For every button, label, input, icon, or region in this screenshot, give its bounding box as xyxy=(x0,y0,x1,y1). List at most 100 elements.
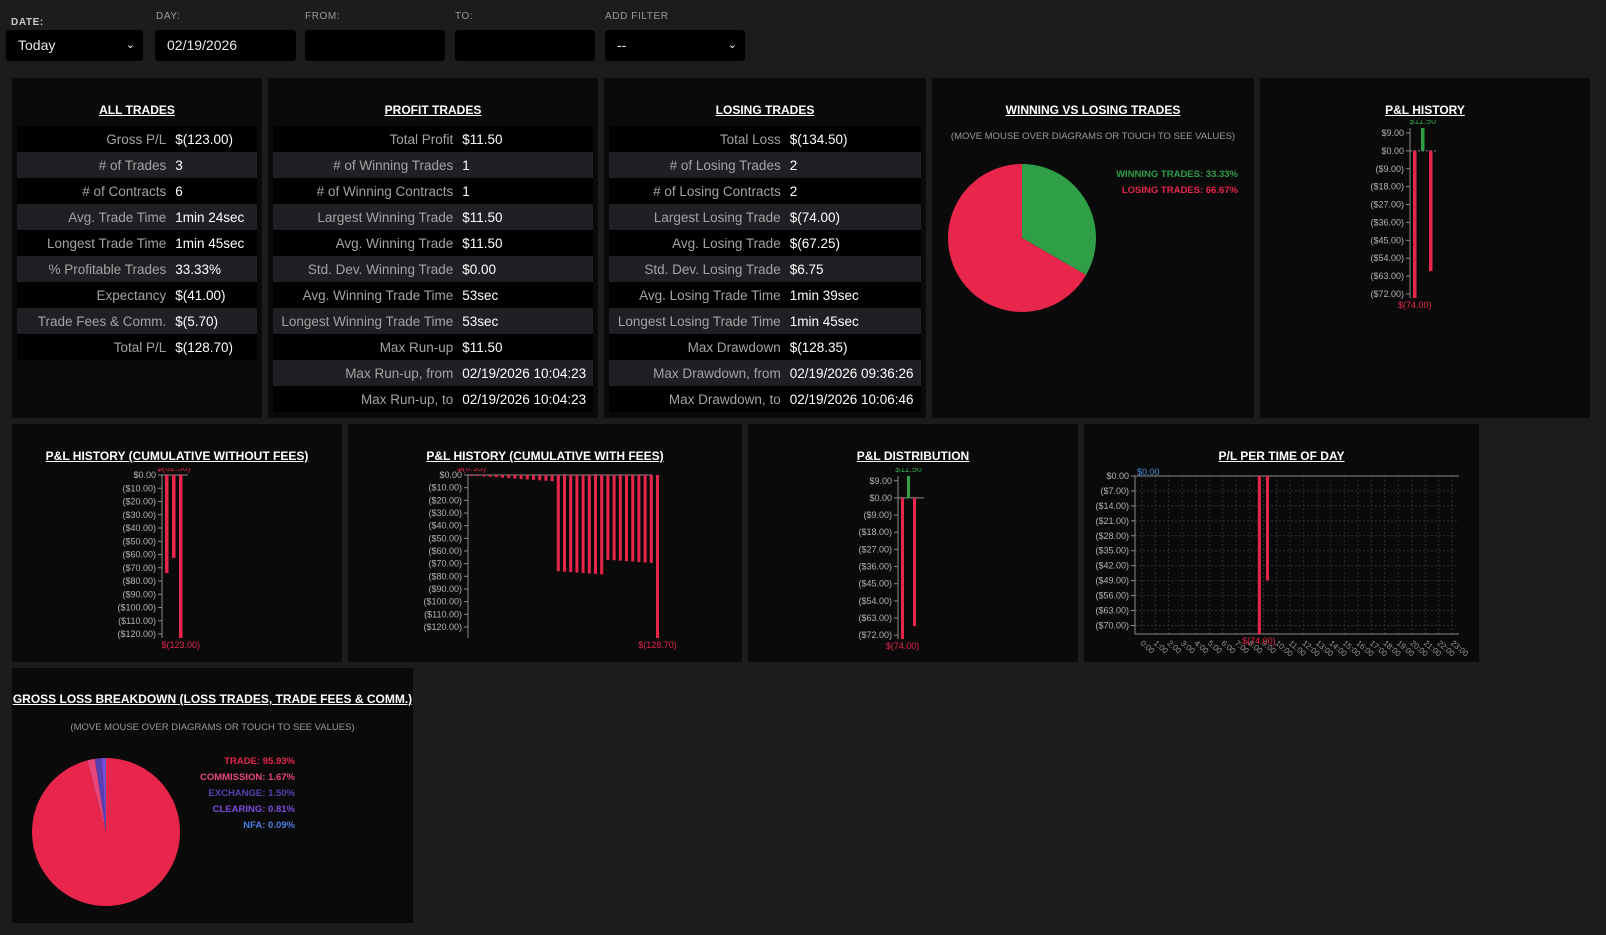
min-value-label: $(128.70) xyxy=(638,640,677,650)
x-tick-label: 4:00 xyxy=(1192,639,1210,656)
pie-slice xyxy=(1022,164,1096,275)
bar xyxy=(587,475,591,574)
from-input[interactable] xyxy=(305,30,445,61)
stat-row: # of Trades 3 xyxy=(17,152,257,178)
stat-label: Longest Winning Trade Time xyxy=(273,308,460,334)
add-filter-select[interactable]: -- ⌄ xyxy=(605,30,745,61)
y-tick-label: ($36.00) xyxy=(1370,217,1404,227)
bar xyxy=(612,475,616,561)
date-select[interactable]: Today ⌄ xyxy=(6,30,143,61)
y-tick-label: ($120.00) xyxy=(117,629,156,639)
date-label: DATE: xyxy=(11,17,44,28)
x-tick-label: 0:00 xyxy=(1138,639,1156,656)
stat-label: % Profitable Trades xyxy=(17,256,173,282)
win-loss-hint: (MOVE MOUSE OVER DIAGRAMS OR TOUCH TO SE… xyxy=(950,131,1236,142)
stat-row: Largest Winning Trade $11.50 xyxy=(273,204,593,230)
chevron-down-icon: ⌄ xyxy=(727,39,737,51)
stat-value: 02/19/2026 10:04:23 xyxy=(459,360,593,386)
bar xyxy=(913,497,916,627)
cum-no-fees-chart[interactable]: $0.00 ($10.00) ($20.00) ($30.00) ($40.00) ($5… xyxy=(12,468,342,658)
stat-value: $(41.00) xyxy=(172,282,257,308)
y-tick-label: ($42.00) xyxy=(1095,561,1129,571)
y-tick-label: ($30.00) xyxy=(122,510,156,520)
y-tick-label: ($35.00) xyxy=(1095,546,1129,556)
y-tick-label: $0.00 xyxy=(1106,471,1129,481)
legend-entry: CLEARING: 0.81% xyxy=(212,804,295,815)
stat-value: 2 xyxy=(786,152,921,178)
y-tick-label: ($10.00) xyxy=(122,483,156,493)
cum-with-fees-chart[interactable]: $0.00 ($10.00) ($20.00) ($30.00) ($40.00) ($5… xyxy=(348,468,742,658)
stat-value: $(5.70) xyxy=(172,308,257,334)
cum-with-fees-panel: P&L HISTORY (CUMULATIVE WITH FEES) $0.00… xyxy=(348,424,742,662)
bar xyxy=(532,475,535,480)
legend-entry: COMMISSION: 1.67% xyxy=(199,772,295,783)
y-tick-label: ($10.00) xyxy=(428,483,462,493)
cum-no-fees-panel: P&L HISTORY (CUMULATIVE WITHOUT FEES) $0… xyxy=(12,424,342,662)
time-of-day-panel: P/L PER TIME OF DAY 0:00 1:00 2:00 3:00 4:00… xyxy=(1084,424,1479,662)
y-tick-label: ($63.00) xyxy=(858,613,892,623)
stat-row: % Profitable Trades 33.33% xyxy=(17,256,257,282)
time-of-day-chart[interactable]: 0:001:002:003:004:005:006:007:008:009:00… xyxy=(1084,468,1479,662)
y-tick-label: ($63.00) xyxy=(1370,271,1404,281)
bar xyxy=(1265,476,1269,581)
y-tick-label: ($90.00) xyxy=(428,584,462,594)
bar xyxy=(507,475,511,479)
losing-trades-panel: LOSING TRADES Total Loss $(134.50) # of Lo… xyxy=(604,78,926,418)
legend-entry: EXCHANGE: 1.50% xyxy=(208,788,295,799)
bar xyxy=(643,475,647,563)
stat-label: Largest Winning Trade xyxy=(273,204,460,230)
bar xyxy=(482,475,486,477)
y-tick-label: ($80.00) xyxy=(122,576,156,586)
bar xyxy=(656,475,659,638)
x-tick-label: 6:00 xyxy=(1219,639,1237,656)
max-value-label: $0.00 xyxy=(1137,468,1160,477)
stat-label: # of Winning Trades xyxy=(273,152,460,178)
y-tick-label: ($14.00) xyxy=(1095,501,1129,511)
gross-loss-pie[interactable] xyxy=(26,752,186,912)
day-input[interactable]: 02/19/2026 xyxy=(155,30,296,61)
bar xyxy=(1429,150,1433,272)
stat-label: # of Losing Contracts xyxy=(609,178,787,204)
pie-slice xyxy=(94,758,106,832)
stat-row: Longest Trade Time 1min 45sec xyxy=(17,230,257,256)
distribution-chart[interactable]: $9.00 $0.00 ($9.00) ($18.00) ($27.00) ($36.00… xyxy=(748,468,1078,658)
to-input[interactable] xyxy=(455,30,595,61)
y-tick-label: ($80.00) xyxy=(428,571,462,581)
y-tick-label: ($21.00) xyxy=(1095,516,1129,526)
y-tick-label: $0.00 xyxy=(869,493,892,503)
stat-label: Std. Dev. Losing Trade xyxy=(609,256,787,282)
win-loss-pie[interactable] xyxy=(942,158,1102,318)
stat-value: $(74.00) xyxy=(786,204,921,230)
y-tick-label: ($50.00) xyxy=(428,533,462,543)
pl-history-chart[interactable]: $9.00 $0.00 ($9.00) ($18.00) ($27.00) ($36.00… xyxy=(1260,120,1590,315)
to-label: TO: xyxy=(455,11,474,22)
stat-row: Avg. Winning Trade Time 53sec xyxy=(273,282,593,308)
y-tick-label: ($63.00) xyxy=(1095,606,1129,616)
stat-value: 33.33% xyxy=(172,256,257,282)
stat-row: Max Run-up, from 02/19/2026 10:04:23 xyxy=(273,360,593,386)
stat-value: $11.50 xyxy=(459,204,593,230)
stat-row: Avg. Losing Trade Time 1min 39sec xyxy=(609,282,921,308)
y-tick-label: ($45.00) xyxy=(1370,235,1404,245)
stat-value: $0.00 xyxy=(459,256,593,282)
stat-value: 3 xyxy=(172,152,257,178)
pie-slice xyxy=(32,758,181,906)
bar xyxy=(1421,128,1425,151)
cum-no-fees-title: P&L HISTORY (CUMULATIVE WITHOUT FEES) xyxy=(45,449,309,463)
y-tick-label: ($100.00) xyxy=(117,603,156,613)
bar xyxy=(575,475,579,573)
stat-row: # of Winning Trades 1 xyxy=(273,152,593,178)
stat-value: $11.50 xyxy=(459,126,593,152)
min-value-label: $(74.00) xyxy=(1242,636,1276,646)
gross-loss-panel: GROSS LOSS BREAKDOWN (LOSS TRADES, TRADE… xyxy=(12,668,413,923)
y-tick-label: ($72.00) xyxy=(858,630,892,640)
bar xyxy=(600,475,604,575)
stat-label: Expectancy xyxy=(17,282,173,308)
y-tick-label: ($50.00) xyxy=(122,536,156,546)
x-tick-label: 1:00 xyxy=(1152,639,1170,656)
bar xyxy=(569,475,573,573)
stat-label: Max Drawdown, to xyxy=(609,386,787,412)
day-input-value: 02/19/2026 xyxy=(167,37,238,53)
stat-row: Max Drawdown, to 02/19/2026 10:06:46 xyxy=(609,386,921,412)
y-tick-label: ($70.00) xyxy=(122,563,156,573)
